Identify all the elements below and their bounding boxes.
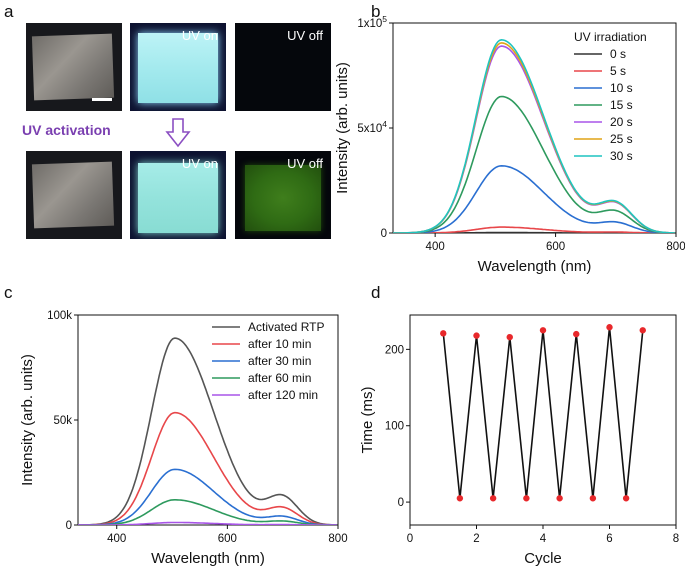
series-line-c-4 [78, 521, 337, 525]
cycle-marker [589, 495, 597, 502]
x-tick-label: 6 [606, 533, 612, 545]
series-line-c-0 [78, 337, 337, 525]
photo-uv-off-after: UV off [235, 151, 331, 239]
cycle-marker [489, 495, 497, 502]
legend-label: 20 s [610, 115, 633, 129]
legend-label: after 10 min [248, 337, 311, 351]
x-tick-label: 800 [328, 533, 347, 545]
legend-label: 15 s [610, 98, 633, 112]
panel-label-b: b [371, 2, 381, 21]
y-tick-label: 0 [66, 520, 72, 532]
legend-label: after 120 min [248, 388, 318, 402]
legend-label: after 60 min [248, 371, 311, 385]
legend-label: 5 s [610, 64, 626, 78]
series-line-c-1 [78, 411, 337, 525]
legend-title: UV irradiation [574, 30, 647, 44]
panel-label-a: a [4, 2, 14, 21]
y-tick-label: 100k [47, 310, 72, 322]
y-tick-label: 1x105 [357, 14, 387, 30]
legend-label: Activated RTP [248, 320, 324, 334]
photo-uv-on-before: UV on [130, 23, 226, 111]
y-axis-title: Intensity (arb. units) [19, 354, 36, 486]
y-tick-label: 0 [398, 497, 404, 509]
series-line-b-6 [393, 38, 675, 233]
legend-label: 0 s [610, 47, 626, 61]
cycle-marker [456, 495, 464, 502]
x-axis-title: Wavelength (nm) [478, 258, 592, 275]
series-line-c-2 [78, 468, 337, 525]
uv-off-label: UV off [287, 28, 323, 43]
cycle-marker [539, 327, 547, 334]
down-arrow-icon [165, 118, 191, 148]
cycle-marker [556, 495, 563, 502]
y-tick-label: 100 [385, 421, 404, 433]
x-axis-title: Cycle [524, 550, 562, 567]
y-axis-title: Time (ms) [359, 387, 376, 454]
glowing-film [138, 33, 218, 103]
x-tick-label: 2 [473, 533, 479, 545]
cycle-marker [523, 495, 530, 502]
afterglow-film [245, 165, 321, 231]
x-tick-label: 600 [546, 241, 565, 253]
cycle-marker [639, 327, 646, 334]
legend-label: 30 s [610, 149, 633, 163]
plot-frame-d [409, 314, 677, 526]
cycle-marker [473, 332, 480, 339]
uv-activation-label: UV activation [22, 122, 111, 138]
series-line-c-3 [78, 499, 337, 525]
x-tick-label: 400 [426, 241, 445, 253]
scale-bar [92, 98, 112, 101]
x-tick-label: 600 [218, 533, 237, 545]
series-line-b-2 [393, 164, 675, 233]
legend-label: 25 s [610, 132, 633, 146]
glowing-film [138, 163, 218, 233]
panel-label-c: c [4, 283, 13, 302]
y-tick-label: 0 [381, 228, 387, 240]
y-tick-label: 50k [53, 415, 72, 427]
x-tick-label: 4 [540, 533, 547, 545]
series-line-b-1 [393, 226, 675, 233]
y-tick-label: 200 [385, 344, 404, 356]
plot-frame-b [392, 22, 677, 234]
cycle-marker [622, 495, 630, 502]
series-line-b-3 [393, 95, 675, 233]
x-axis-title: Wavelength (nm) [151, 550, 265, 567]
x-tick-label: 0 [407, 533, 413, 545]
x-tick-label: 8 [673, 533, 679, 545]
cycle-marker [506, 333, 513, 341]
photo-film-after [26, 151, 122, 239]
y-axis-title: Intensity (arb. units) [334, 62, 351, 194]
x-tick-label: 800 [666, 241, 685, 253]
cycle-marker [606, 324, 613, 331]
uv-on-label: UV on [181, 28, 218, 43]
x-tick-label: 400 [107, 533, 126, 545]
photo-uv-on-after: UV on [130, 151, 226, 239]
photo-film-before [26, 23, 122, 111]
panel-label-d: d [371, 283, 381, 302]
cycle-marker [440, 330, 447, 337]
cycle-marker [573, 330, 580, 338]
cycle-line [442, 327, 644, 499]
uv-on-label: UV on [181, 156, 218, 171]
photo-uv-off-before: UV off [235, 23, 331, 111]
legend-label: 10 s [610, 81, 633, 95]
legend-label: after 30 min [248, 354, 311, 368]
y-tick-label: 5x104 [357, 119, 387, 135]
uv-off-label: UV off [287, 156, 323, 171]
